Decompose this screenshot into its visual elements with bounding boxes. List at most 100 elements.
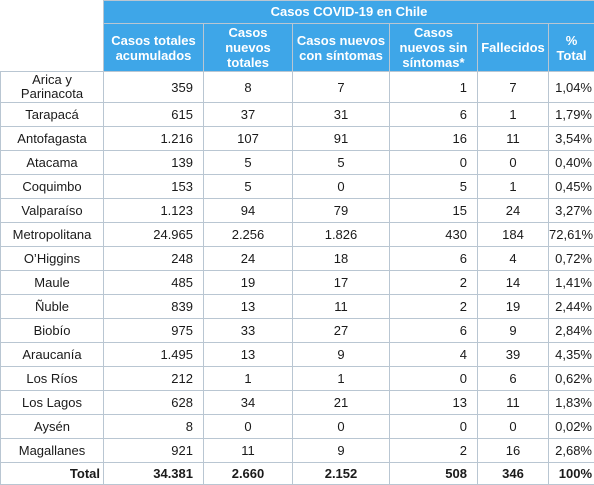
header-pct-total: % Total	[548, 23, 594, 72]
total-fallecidos: 346	[477, 462, 549, 485]
cell-pct-total: 1,41%	[548, 270, 594, 295]
table-title: Casos COVID-19 en Chile	[103, 0, 594, 24]
cell-pct-total: 0,40%	[548, 150, 594, 175]
cell-casos-nuevos-con-sintomas: 11	[292, 294, 390, 319]
cell-casos-nuevos-con-sintomas: 31	[292, 102, 390, 127]
cell-casos-totales-acumulados: 839	[103, 294, 204, 319]
cell-casos-nuevos-totales: 2.256	[203, 222, 293, 247]
cell-casos-nuevos-totales: 34	[203, 390, 293, 415]
cell-casos-totales-acumulados: 212	[103, 366, 204, 391]
cell-region: Los Ríos	[0, 366, 104, 391]
cell-casos-nuevos-con-sintomas: 5	[292, 150, 390, 175]
cell-region: Atacama	[0, 150, 104, 175]
header-casos-nuevos-totales: Casos nuevos totales	[203, 23, 293, 72]
cell-casos-nuevos-con-sintomas: 79	[292, 198, 390, 223]
cell-casos-totales-acumulados: 628	[103, 390, 204, 415]
table-row: Valparaíso 1.123 94 79 15 24 3,27%	[0, 198, 594, 223]
cell-region: Magallanes	[0, 438, 104, 463]
cell-region: Tarapacá	[0, 102, 104, 127]
cell-casos-nuevos-totales: 8	[203, 71, 293, 103]
cell-fallecidos: 19	[477, 294, 549, 319]
cell-casos-nuevos-con-sintomas: 1.826	[292, 222, 390, 247]
cell-casos-nuevos-sin-sintomas: 4	[389, 342, 478, 367]
total-nuevos: 2.660	[203, 462, 293, 485]
cell-region: Los Lagos	[0, 390, 104, 415]
cell-casos-nuevos-totales: 11	[203, 438, 293, 463]
cell-fallecidos: 0	[477, 414, 549, 439]
cell-casos-totales-acumulados: 139	[103, 150, 204, 175]
cell-casos-nuevos-sin-sintomas: 6	[389, 246, 478, 271]
cell-pct-total: 2,84%	[548, 318, 594, 343]
cell-casos-nuevos-sin-sintomas: 15	[389, 198, 478, 223]
cell-fallecidos: 0	[477, 150, 549, 175]
cell-casos-totales-acumulados: 24.965	[103, 222, 204, 247]
cell-pct-total: 3,27%	[548, 198, 594, 223]
table-row: Atacama 139 5 5 0 0 0,40%	[0, 150, 594, 175]
cell-fallecidos: 39	[477, 342, 549, 367]
table-row: O’Higgins 248 24 18 6 4 0,72%	[0, 246, 594, 271]
cell-region: Arica y Parinacota	[0, 71, 104, 103]
cell-fallecidos: 1	[477, 174, 549, 199]
cell-casos-nuevos-con-sintomas: 9	[292, 342, 390, 367]
table-row: Ñuble 839 13 11 2 19 2,44%	[0, 294, 594, 319]
cell-region: O’Higgins	[0, 246, 104, 271]
cell-pct-total: 0,02%	[548, 414, 594, 439]
cell-fallecidos: 14	[477, 270, 549, 295]
cell-casos-totales-acumulados: 153	[103, 174, 204, 199]
cell-fallecidos: 184	[477, 222, 549, 247]
cell-casos-totales-acumulados: 485	[103, 270, 204, 295]
cell-casos-nuevos-con-sintomas: 18	[292, 246, 390, 271]
cell-region: Coquimbo	[0, 174, 104, 199]
table-row: Coquimbo 153 5 0 5 1 0,45%	[0, 174, 594, 199]
cell-pct-total: 0,72%	[548, 246, 594, 271]
total-con-sintomas: 2.152	[292, 462, 390, 485]
cell-casos-nuevos-totales: 5	[203, 174, 293, 199]
cell-pct-total: 1,83%	[548, 390, 594, 415]
cell-casos-nuevos-con-sintomas: 91	[292, 126, 390, 151]
total-acumulados: 34.381	[103, 462, 204, 485]
header-fallecidos: Fallecidos	[477, 23, 549, 72]
cell-casos-totales-acumulados: 1.495	[103, 342, 204, 367]
cell-region: Antofagasta	[0, 126, 104, 151]
cell-casos-nuevos-con-sintomas: 27	[292, 318, 390, 343]
cell-region: Araucanía	[0, 342, 104, 367]
cell-casos-totales-acumulados: 8	[103, 414, 204, 439]
cell-casos-nuevos-sin-sintomas: 6	[389, 102, 478, 127]
cell-casos-totales-acumulados: 1.123	[103, 198, 204, 223]
cell-casos-nuevos-totales: 5	[203, 150, 293, 175]
cell-region: Metropolitana	[0, 222, 104, 247]
cell-pct-total: 4,35%	[548, 342, 594, 367]
table-row: Aysén 8 0 0 0 0 0,02%	[0, 414, 594, 439]
cell-casos-nuevos-totales: 37	[203, 102, 293, 127]
total-row: Total 34.381 2.660 2.152 508 346 100%	[0, 462, 594, 485]
cell-casos-totales-acumulados: 921	[103, 438, 204, 463]
table-row: Araucanía 1.495 13 9 4 39 4,35%	[0, 342, 594, 367]
cell-casos-nuevos-con-sintomas: 17	[292, 270, 390, 295]
cell-fallecidos: 11	[477, 390, 549, 415]
cell-fallecidos: 9	[477, 318, 549, 343]
table-row: Los Ríos 212 1 1 0 6 0,62%	[0, 366, 594, 391]
cell-casos-nuevos-con-sintomas: 0	[292, 174, 390, 199]
header-casos-nuevos-sin-sintomas: Casos nuevos sin síntomas*	[389, 23, 478, 72]
cell-casos-nuevos-sin-sintomas: 16	[389, 126, 478, 151]
cell-pct-total: 2,68%	[548, 438, 594, 463]
cell-casos-totales-acumulados: 975	[103, 318, 204, 343]
header-casos-nuevos-con-sintomas: Casos nuevos con síntomas	[292, 23, 390, 72]
cell-fallecidos: 6	[477, 366, 549, 391]
cell-fallecidos: 16	[477, 438, 549, 463]
cell-casos-nuevos-totales: 24	[203, 246, 293, 271]
cell-casos-nuevos-con-sintomas: 21	[292, 390, 390, 415]
cell-region: Valparaíso	[0, 198, 104, 223]
cell-casos-nuevos-totales: 94	[203, 198, 293, 223]
table-row: Arica y Parinacota 359 8 7 1 7 1,04%	[0, 71, 594, 103]
cell-casos-nuevos-sin-sintomas: 430	[389, 222, 478, 247]
cell-casos-nuevos-sin-sintomas: 13	[389, 390, 478, 415]
table-row: Magallanes 921 11 9 2 16 2,68%	[0, 438, 594, 463]
cell-fallecidos: 11	[477, 126, 549, 151]
cell-casos-nuevos-sin-sintomas: 2	[389, 438, 478, 463]
cell-pct-total: 1,79%	[548, 102, 594, 127]
cell-casos-nuevos-totales: 13	[203, 294, 293, 319]
cell-casos-nuevos-con-sintomas: 9	[292, 438, 390, 463]
cell-casos-nuevos-totales: 19	[203, 270, 293, 295]
